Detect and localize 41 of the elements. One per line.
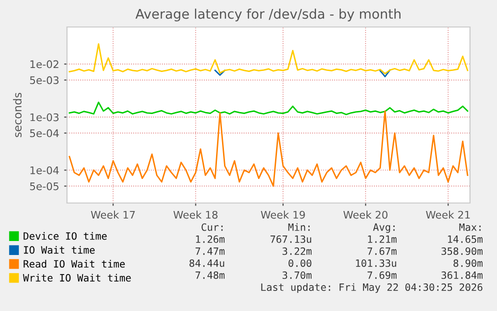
text: 3.70m [282, 271, 312, 279]
text: 7.47m [196, 247, 225, 255]
line-series [68, 102, 468, 116]
text: 1.21m [368, 235, 397, 243]
text: 767.13u [270, 235, 312, 243]
text: Last update: Fri May 22 04:30:25 2026 [261, 283, 482, 293]
text: 84.44u [190, 259, 224, 267]
text: 7.48m [196, 271, 225, 279]
y-tick-label: 5e-05 [30, 182, 58, 190]
line-series [68, 43, 468, 74]
legend-label: IO Wait time [24, 246, 95, 254]
text: 8.90m [454, 259, 483, 267]
text: 14.65m [448, 235, 483, 243]
x-tick-label: Week 18 [173, 210, 218, 219]
text: 7.67m [368, 247, 397, 255]
text: 7.69m [368, 271, 397, 279]
legend-label: Write IO Wait time [23, 274, 131, 282]
text: 3.22m [282, 247, 312, 255]
text: 358.90m [442, 247, 483, 255]
text: Max: [459, 223, 481, 231]
text: 1.26m [196, 235, 225, 243]
text: 361.84m [442, 271, 483, 279]
y-tick-label: 1e-03 [30, 113, 59, 122]
x-tick-label: Week 17 [90, 210, 135, 219]
text: Min: [288, 223, 310, 231]
legend-label: Read IO Wait time [24, 260, 125, 268]
chart-title: Average latency for /dev/sda - by month [135, 8, 401, 22]
text: 101.33u [356, 259, 396, 267]
x-tick-label: Week 21 [426, 210, 470, 219]
line-series [68, 110, 468, 187]
x-tick-label: Week 20 [343, 210, 388, 219]
text: 0.00 [288, 259, 312, 267]
legend-label: Device IO time [24, 232, 107, 240]
x-tick-label: Week 19 [260, 210, 305, 219]
y-axis-title: seconds [13, 92, 22, 138]
y-tick-label: 5e-03 [30, 76, 59, 84]
text: Avg: [373, 223, 395, 233]
y-tick-label: 5e-04 [30, 129, 59, 138]
text: Cur: [202, 223, 223, 231]
y-tick-label: 1e-04 [30, 166, 59, 174]
y-tick-label: 1e-02 [30, 60, 58, 68]
